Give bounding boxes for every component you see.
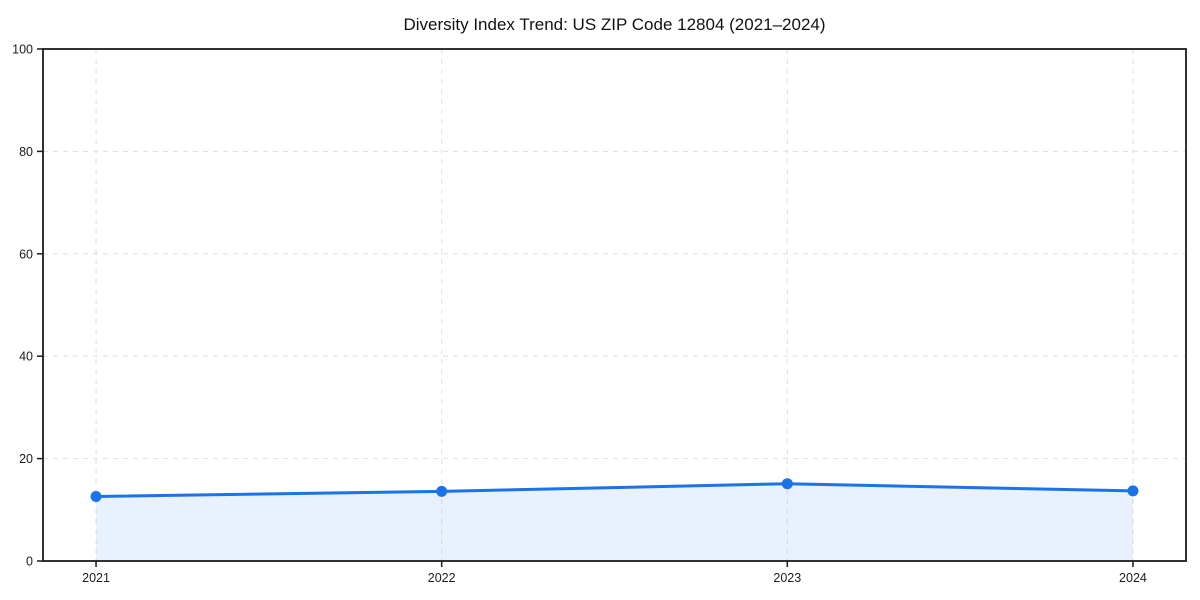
data-point-marker [90, 490, 102, 502]
data-point-marker [436, 485, 448, 497]
x-tick-label: 2021 [82, 571, 110, 585]
x-tick-label: 2024 [1119, 571, 1147, 585]
plot-border [42, 48, 1187, 562]
area-fill [96, 483, 1133, 561]
y-tick-labels: 0 20 40 60 80 100 [12, 43, 33, 569]
data-point-markers [90, 478, 1139, 502]
y-tick-label: 40 [19, 350, 33, 364]
y-tick-label: 100 [12, 43, 33, 57]
y-tick-label: 20 [19, 452, 33, 466]
x-tick-label: 2023 [773, 571, 801, 585]
chart-title: Diversity Index Trend: US ZIP Code 12804… [403, 15, 825, 34]
axis-ticks [37, 48, 1134, 567]
y-tick-label: 80 [19, 145, 33, 159]
x-tick-label: 2022 [428, 571, 456, 585]
y-tick-label: 60 [19, 247, 33, 261]
trend-line [94, 482, 1135, 498]
gridlines [43, 48, 1186, 561]
data-point-marker [1127, 485, 1139, 497]
data-point-marker [781, 478, 793, 490]
x-tick-labels: 2021 2022 2023 2024 [82, 571, 1147, 585]
y-tick-label: 0 [26, 555, 33, 569]
